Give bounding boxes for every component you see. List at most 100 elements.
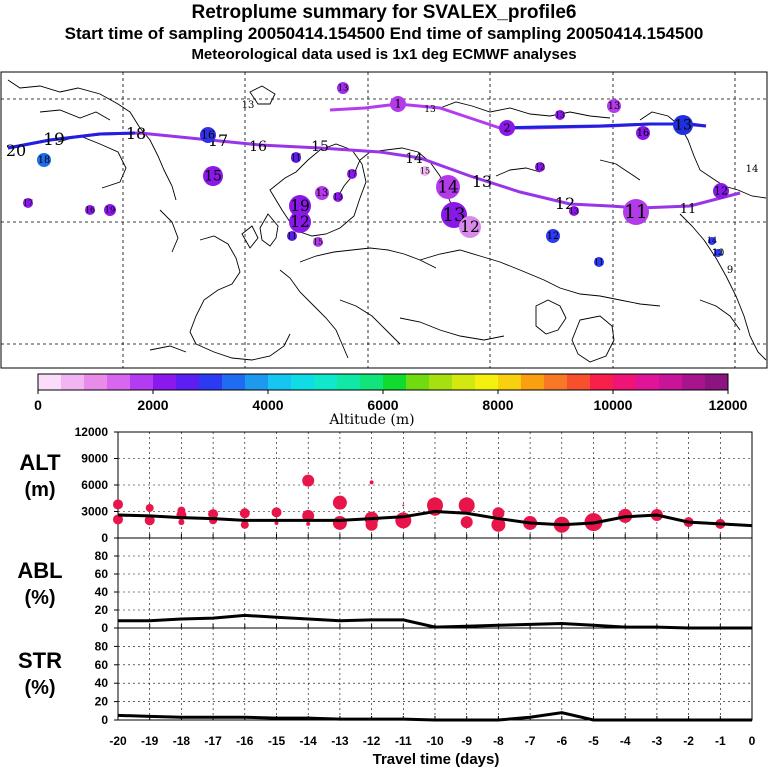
map-plume-marker: 13	[333, 192, 343, 202]
map-plume-marker: 12	[713, 183, 729, 199]
map-day-label: 16	[249, 139, 267, 155]
x-tick-label: -9	[461, 734, 472, 748]
colorbar-swatch	[452, 374, 476, 390]
alt-scatter-point	[491, 517, 506, 532]
y-tick-label: 20	[95, 695, 109, 709]
svg-text:13: 13	[555, 110, 565, 119]
x-tick-label: -3	[652, 734, 663, 748]
map-day-label: 15	[311, 139, 329, 155]
colorbar-swatch	[107, 374, 131, 390]
colorbar-swatch	[544, 374, 568, 390]
alt-scatter-point	[332, 515, 347, 530]
map-plume-marker: 13	[569, 206, 579, 216]
map-day-label: 13	[472, 172, 492, 191]
colorbar-swatch	[636, 374, 660, 390]
map-plume-marker: 1	[390, 96, 406, 112]
svg-text:12: 12	[535, 162, 545, 171]
alt-scatter-point	[274, 520, 279, 525]
map-marks: 2019181716151413121113109131418171619151…	[6, 82, 758, 276]
alt-scatter-point	[208, 509, 219, 520]
svg-text:13: 13	[608, 101, 620, 112]
colorbar-swatch	[383, 374, 407, 390]
svg-text:13: 13	[674, 118, 692, 134]
map-plume-marker: 15	[420, 166, 430, 176]
map-plume-marker: 19	[104, 204, 116, 216]
panel-label: ABL	[17, 558, 62, 583]
x-tick-label: -1	[715, 734, 726, 748]
alt-scatter-point	[492, 507, 505, 520]
met-data-note: Meteorological data used is 1x1 deg ECMW…	[191, 46, 577, 63]
alt-scatter-point	[460, 516, 473, 529]
x-tick-label: -4	[620, 734, 631, 748]
colorbar-swatch	[590, 374, 614, 390]
colorbar-swatch	[475, 374, 499, 390]
colorbar-swatch	[199, 374, 223, 390]
svg-text:13: 13	[569, 206, 579, 215]
x-tick-label: -6	[556, 734, 567, 748]
x-tick-label: -5	[588, 734, 599, 748]
alt-scatter-point	[178, 519, 185, 526]
map-plume-marker: 11	[291, 153, 301, 163]
svg-text:12: 12	[290, 213, 310, 231]
map-plume-marker: 13	[337, 82, 349, 94]
colorbar-swatch	[245, 374, 269, 390]
colorbar-swatch	[360, 374, 384, 390]
map-plume-marker: 19	[289, 195, 311, 217]
svg-text:14: 14	[707, 236, 717, 245]
svg-text:18: 18	[38, 155, 50, 166]
colorbar-swatch	[613, 374, 637, 390]
panel-unit: (%)	[24, 587, 55, 609]
map-plume-marker: 11	[287, 231, 297, 241]
alt-scatter-point	[113, 499, 123, 510]
alt-scatter-point	[332, 495, 347, 510]
alt-scatter-point	[458, 497, 475, 514]
x-tick-label: -2	[683, 734, 694, 748]
x-tick-label: -20	[109, 734, 127, 748]
y-tick-label: 0	[101, 713, 108, 727]
series-line	[117, 509, 753, 528]
map-day-label: 13	[242, 100, 255, 111]
panel-unit: (%)	[24, 677, 55, 699]
plume-trajectory-blue-west	[7, 131, 136, 150]
x-tick-label: -11	[395, 734, 412, 748]
map-plume-marker: 13	[673, 115, 693, 135]
colorbar-swatch	[337, 374, 361, 390]
svg-text:15: 15	[204, 169, 222, 185]
alt-scatter-point	[239, 508, 250, 519]
colorbar-swatch	[153, 374, 177, 390]
colorbar-swatch	[291, 374, 315, 390]
colorbar-swatch	[705, 374, 729, 390]
svg-text:12: 12	[713, 248, 723, 257]
svg-text:11: 11	[291, 153, 301, 162]
svg-text:1: 1	[394, 98, 401, 111]
panel-abl: 0 20 40 60 80 ABL (%)	[17, 537, 753, 635]
map-plume-marker: 17	[347, 169, 357, 179]
svg-text:16: 16	[637, 128, 649, 139]
time-series-panels: 030006000900012000ALT(m)020406080ABL(%)0…	[17, 425, 755, 748]
colorbar-swatch	[682, 374, 706, 390]
colorbar-tick-label: 12000	[709, 397, 748, 413]
coastlines	[7, 79, 767, 363]
svg-text:16: 16	[85, 205, 95, 214]
svg-text:12: 12	[460, 218, 480, 236]
svg-text:13: 13	[442, 205, 465, 226]
colorbar-swatch	[176, 374, 200, 390]
svg-text:17: 17	[23, 198, 33, 207]
colorbar-tick-label: 8000	[482, 397, 513, 413]
map-plume-marker: 13	[555, 110, 565, 120]
x-tick-label: -14	[300, 734, 318, 748]
colorbar-swatch	[222, 374, 246, 390]
svg-text:11: 11	[624, 202, 647, 223]
map-day-label: 19	[43, 130, 65, 150]
x-tick-label: -17	[204, 734, 222, 748]
map-plume-marker: 16	[200, 127, 216, 143]
sampling-times: Start time of sampling 20050414.154500 E…	[64, 24, 704, 43]
y-tick-label: 6000	[81, 478, 108, 492]
map-plume-marker: 16	[636, 126, 650, 140]
svg-text:14: 14	[437, 176, 458, 196]
colorbar-swatch	[38, 374, 62, 390]
y-tick-label: 80	[95, 549, 109, 563]
alt-scatter-point	[306, 521, 311, 526]
x-tick-label: -19	[141, 734, 159, 748]
alt-scatter-point	[144, 515, 155, 526]
